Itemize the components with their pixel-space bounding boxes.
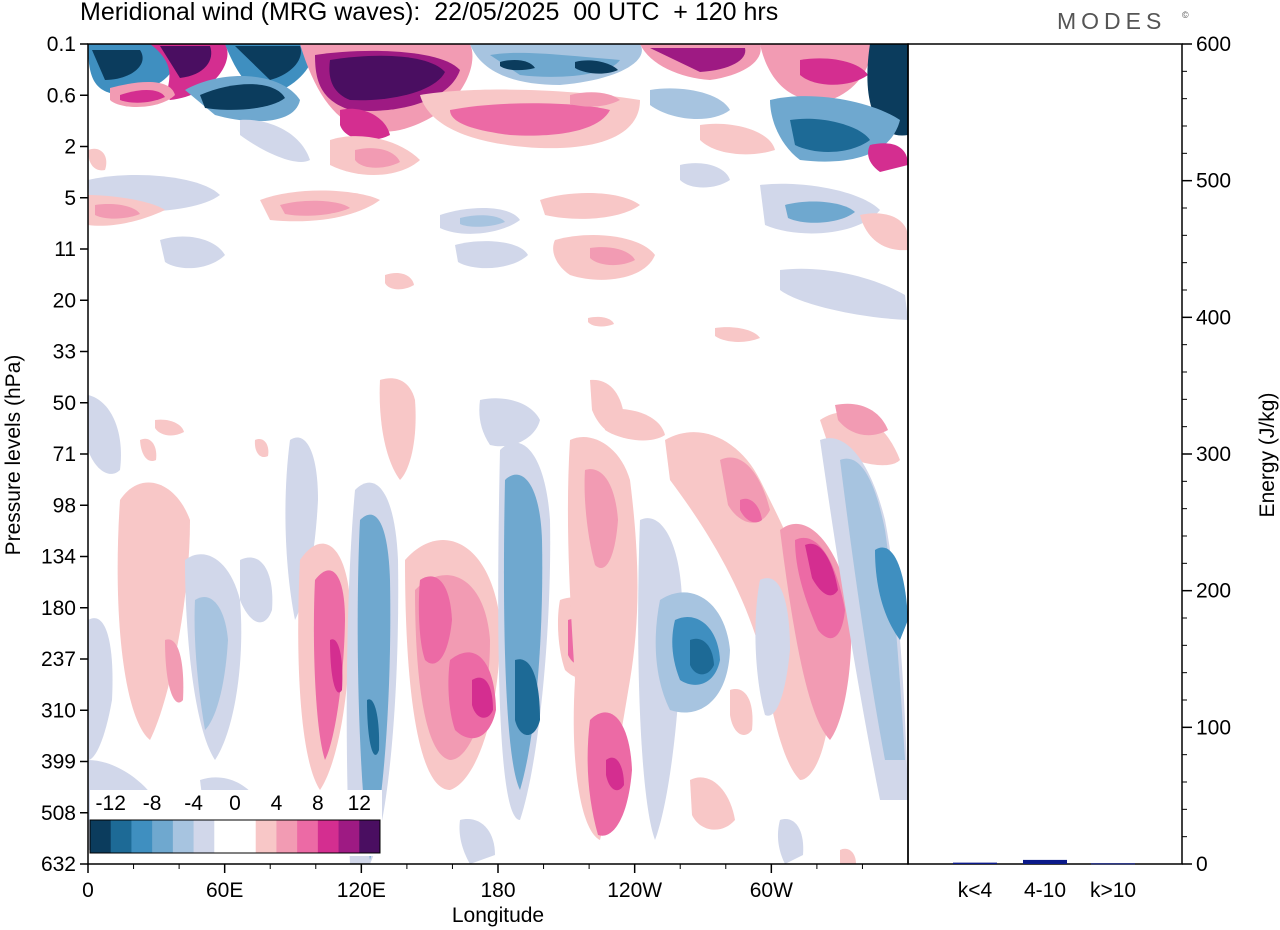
- energy-bars: [953, 859, 1135, 865]
- energy-tick-label: 600: [1196, 33, 1231, 56]
- colorbar-label: 8: [312, 792, 324, 815]
- energy-bar: [953, 862, 997, 864]
- pressure-tick-label: 33: [53, 341, 76, 364]
- y-axis-title: Pressure levels (hPa): [2, 355, 25, 556]
- colorbar-swatches: [90, 820, 381, 853]
- pressure-tick-label: 508: [41, 802, 76, 825]
- colorbar-swatch: [297, 820, 319, 853]
- colorbar-label: -12: [96, 792, 126, 815]
- pressure-tick-label: 310: [41, 699, 76, 722]
- pressure-tick-label: 50: [53, 392, 76, 415]
- energy-tick-label: 300: [1196, 443, 1231, 466]
- energy-tick-label: 500: [1196, 170, 1231, 193]
- pressure-tick-label: 98: [53, 494, 76, 517]
- longitude-tick-label: 60W: [750, 879, 793, 902]
- energy-tick-label: 400: [1196, 306, 1231, 329]
- energy-tick-label: 100: [1196, 716, 1231, 739]
- pressure-tick-label: 180: [41, 597, 76, 620]
- upper-level-bands: [88, 44, 908, 342]
- colorbar-legend: -12 -8 -4 0 4 8 12: [89, 790, 382, 856]
- pressure-tick-label: 20: [53, 289, 76, 312]
- colorbar-labels: -12 -8 -4 0 4 8 12: [96, 792, 371, 815]
- modes-logo: MODES: [1057, 8, 1167, 34]
- x-axis-title: Longitude: [452, 904, 544, 927]
- pressure-tick-label: 5: [64, 187, 76, 210]
- energy-axis: 0 100 200 300 400 500 600: [1182, 33, 1231, 876]
- colorbar-swatch: [235, 820, 257, 853]
- colorbar-label: -4: [184, 792, 203, 815]
- pressure-tick-label: 237: [41, 648, 76, 671]
- colorbar-label: -8: [143, 792, 162, 815]
- colorbar-swatch: [110, 820, 132, 853]
- colorbar-swatch: [338, 820, 360, 853]
- energy-tick-label: 200: [1196, 580, 1231, 603]
- energy-plot-frame: [907, 43, 1183, 865]
- pressure-tick-label: 0.6: [47, 84, 76, 107]
- colorbar-swatch: [276, 820, 298, 853]
- energy-tick-label: 0: [1196, 853, 1208, 876]
- wavenumber-label: k<4: [958, 879, 993, 902]
- pressure-tick-label: 11: [54, 238, 76, 261]
- pressure-axis: 0.1 0.6 2 5 11 20 33 50 71 98 134 180 237 310 399 508 63…: [41, 33, 88, 876]
- copyright-mark: ©: [1182, 10, 1189, 20]
- colorbar-swatch: [131, 820, 153, 853]
- colorbar-swatch: [214, 820, 236, 853]
- pressure-tick-label: 2: [64, 136, 76, 159]
- wavenumber-label: 4-10: [1024, 879, 1066, 902]
- colorbar-label: 12: [348, 792, 371, 815]
- longitude-axis: 0 60E 120E 180 120W 60W: [82, 864, 863, 902]
- energy-bar: [1091, 863, 1135, 865]
- energy-bar: [1023, 859, 1067, 864]
- longitude-tick-label: 120E: [337, 879, 386, 902]
- pressure-tick-label: 134: [41, 546, 76, 569]
- longitude-tick-label: 60E: [206, 879, 243, 902]
- wavenumber-axis: k<4 4-10 k>10: [958, 879, 1136, 902]
- colorbar-swatch: [359, 820, 381, 853]
- longitude-tick-label: 0: [82, 879, 94, 902]
- colorbar-swatch: [193, 820, 215, 853]
- colorbar-label: 4: [271, 792, 283, 815]
- colorbar-swatch: [172, 820, 195, 853]
- energy-axis-title: Energy (J/kg): [1256, 393, 1279, 518]
- colorbar-swatch: [152, 820, 174, 853]
- colorbar-swatch: [255, 820, 277, 853]
- lower-level-bands: [88, 378, 908, 864]
- pressure-tick-label: 399: [41, 751, 76, 774]
- longitude-tick-label: 180: [480, 879, 515, 902]
- wind-contour-field: -12 -8 -4 0 4 8 12: [88, 44, 908, 864]
- colorbar-swatch: [90, 820, 112, 853]
- chart-title: Meridional wind (MRG waves): 22/05/2025 …: [80, 0, 779, 26]
- longitude-tick-label: 120W: [607, 879, 662, 902]
- pressure-tick-label: 632: [41, 853, 76, 876]
- colorbar-label: 0: [229, 792, 241, 815]
- wavenumber-label: k>10: [1090, 879, 1136, 902]
- pressure-tick-label: 0.1: [47, 33, 76, 56]
- pressure-tick-label: 71: [53, 443, 76, 466]
- colorbar-swatch: [317, 820, 340, 853]
